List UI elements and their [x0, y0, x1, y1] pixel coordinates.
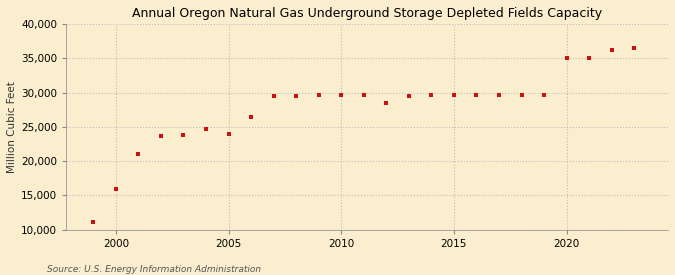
- Point: [493, 92, 504, 97]
- Point: [88, 219, 99, 224]
- Point: [133, 152, 144, 156]
- Point: [471, 92, 482, 97]
- Y-axis label: Million Cubic Feet: Million Cubic Feet: [7, 81, 17, 173]
- Text: Source: U.S. Energy Information Administration: Source: U.S. Energy Information Administ…: [47, 265, 261, 274]
- Point: [268, 94, 279, 98]
- Point: [246, 114, 256, 119]
- Point: [313, 92, 324, 97]
- Point: [291, 94, 302, 98]
- Point: [539, 92, 549, 97]
- Point: [111, 187, 122, 191]
- Point: [178, 133, 189, 137]
- Point: [629, 46, 640, 50]
- Point: [606, 48, 617, 52]
- Title: Annual Oregon Natural Gas Underground Storage Depleted Fields Capacity: Annual Oregon Natural Gas Underground St…: [132, 7, 602, 20]
- Point: [404, 94, 414, 98]
- Point: [155, 134, 166, 139]
- Point: [336, 92, 347, 97]
- Point: [358, 92, 369, 97]
- Point: [584, 56, 595, 60]
- Point: [200, 127, 211, 131]
- Point: [448, 92, 459, 97]
- Point: [516, 92, 527, 97]
- Point: [223, 131, 234, 136]
- Point: [561, 56, 572, 60]
- Point: [426, 92, 437, 97]
- Point: [381, 101, 392, 105]
